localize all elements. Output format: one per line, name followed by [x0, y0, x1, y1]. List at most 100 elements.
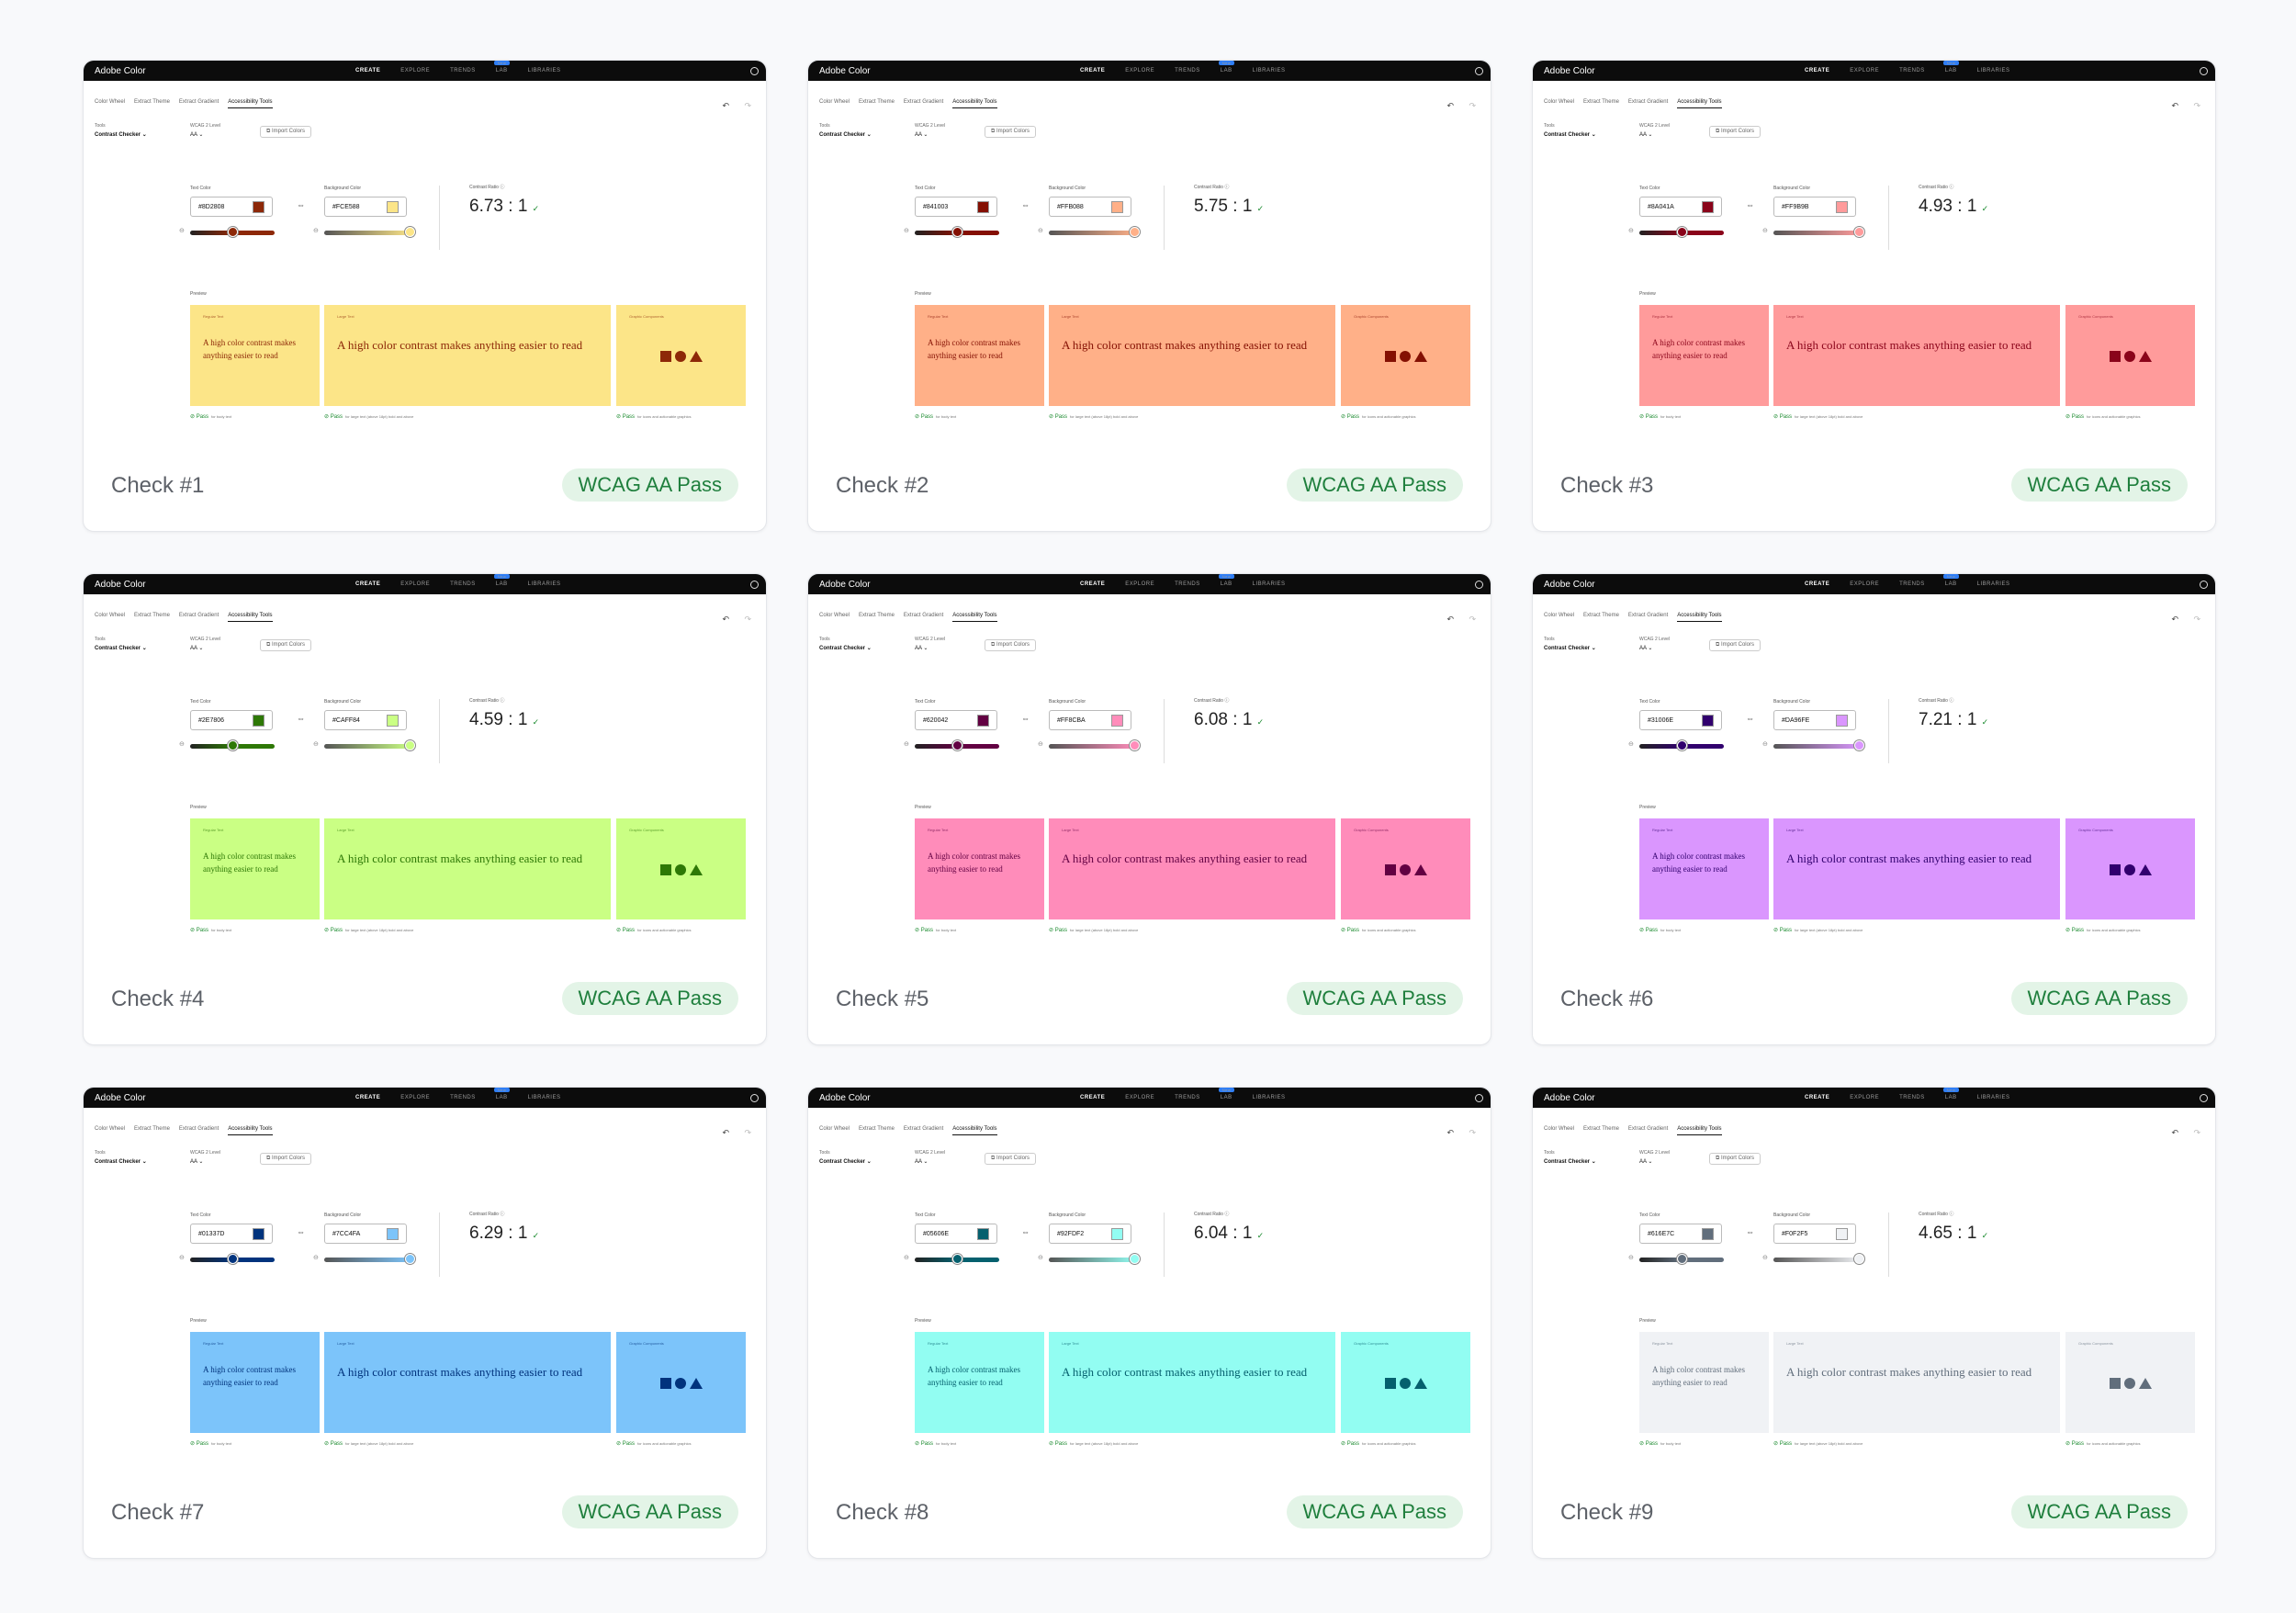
- import-colors-button[interactable]: ⧉ Import Colors: [260, 639, 311, 651]
- wcag-level-dropdown[interactable]: AA ⌄: [915, 645, 928, 651]
- text-slider-minus-icon[interactable]: ⊖: [904, 1255, 909, 1261]
- nav-trends[interactable]: TRENDS: [1175, 1095, 1200, 1100]
- nav-explore[interactable]: EXPLORE: [1125, 68, 1155, 73]
- nav-create[interactable]: CREATE: [1805, 68, 1830, 73]
- background-color-swatch[interactable]: [1111, 1228, 1123, 1240]
- nav-libraries[interactable]: LIBRARIES: [1976, 68, 2010, 73]
- nav-lab[interactable]: New LAB: [1218, 574, 1235, 587]
- text-slider-minus-icon[interactable]: ⊖: [1628, 1255, 1634, 1261]
- info-icon[interactable]: ⓘ: [1224, 1212, 1230, 1217]
- nav-lab[interactable]: New LAB: [493, 1088, 511, 1100]
- undo-icon[interactable]: ↶: [2171, 101, 2178, 110]
- nav-libraries[interactable]: LIBRARIES: [527, 68, 561, 73]
- check-card[interactable]: Adobe Color CREATE EXPLORE TRENDS New LAB…: [807, 60, 1491, 532]
- tab-extract-gradient[interactable]: Extract Gradient: [1627, 99, 1669, 105]
- nav-trends[interactable]: TRENDS: [1899, 68, 1925, 73]
- background-color-slider[interactable]: [324, 227, 415, 237]
- tools-dropdown[interactable]: Contrast Checker ⌄: [95, 131, 147, 138]
- brand-logo[interactable]: Adobe Color: [819, 66, 871, 76]
- redo-icon[interactable]: ↷: [2193, 615, 2200, 624]
- bg-slider-minus-icon[interactable]: ⊖: [313, 741, 319, 748]
- undo-icon[interactable]: ↶: [722, 101, 729, 110]
- bg-slider-minus-icon[interactable]: ⊖: [313, 228, 319, 234]
- tools-dropdown[interactable]: Contrast Checker ⌄: [1544, 131, 1596, 138]
- check-card[interactable]: Adobe Color CREATE EXPLORE TRENDS New LAB…: [83, 573, 767, 1045]
- nav-libraries[interactable]: LIBRARIES: [1252, 1095, 1286, 1100]
- bg-slider-handle[interactable]: [1130, 227, 1140, 237]
- tab-accessibility-tools[interactable]: Accessibility Tools: [228, 99, 273, 108]
- background-color-slider[interactable]: [1049, 740, 1140, 750]
- wcag-level-dropdown[interactable]: AA ⌄: [190, 131, 203, 138]
- background-color-swatch[interactable]: [1836, 1228, 1848, 1240]
- tools-dropdown[interactable]: Contrast Checker ⌄: [95, 645, 147, 651]
- tab-color-wheel[interactable]: Color Wheel: [819, 613, 850, 618]
- background-color-swatch[interactable]: [387, 1228, 399, 1240]
- text-color-slider[interactable]: [915, 1254, 999, 1264]
- tab-color-wheel[interactable]: Color Wheel: [819, 1126, 850, 1132]
- tools-dropdown[interactable]: Contrast Checker ⌄: [95, 1158, 147, 1165]
- text-slider-minus-icon[interactable]: ⊖: [179, 741, 185, 748]
- nav-libraries[interactable]: LIBRARIES: [1976, 581, 2010, 587]
- text-color-slider[interactable]: [1639, 227, 1724, 237]
- background-color-swatch[interactable]: [387, 201, 399, 213]
- background-color-swatch[interactable]: [1111, 715, 1123, 727]
- background-color-slider[interactable]: [324, 740, 415, 750]
- user-icon[interactable]: [1475, 581, 1483, 589]
- bg-slider-minus-icon[interactable]: ⊖: [1038, 228, 1043, 234]
- nav-create[interactable]: CREATE: [355, 1095, 381, 1100]
- tab-extract-gradient[interactable]: Extract Gradient: [903, 613, 944, 618]
- brand-logo[interactable]: Adobe Color: [819, 1093, 871, 1103]
- tab-extract-theme[interactable]: Extract Theme: [859, 1126, 895, 1132]
- tab-extract-gradient[interactable]: Extract Gradient: [1627, 613, 1669, 618]
- swap-colors-icon[interactable]: ⇔: [297, 1227, 305, 1236]
- bg-slider-minus-icon[interactable]: ⊖: [1762, 741, 1768, 748]
- tab-extract-gradient[interactable]: Extract Gradient: [903, 99, 944, 105]
- import-colors-button[interactable]: ⧉ Import Colors: [985, 126, 1036, 138]
- bg-slider-handle[interactable]: [1854, 227, 1864, 237]
- background-color-swatch[interactable]: [387, 715, 399, 727]
- nav-create[interactable]: CREATE: [1080, 68, 1106, 73]
- wcag-level-dropdown[interactable]: AA ⌄: [915, 1158, 928, 1165]
- user-icon[interactable]: [750, 581, 759, 589]
- undo-icon[interactable]: ↶: [1446, 1128, 1454, 1137]
- tab-extract-theme[interactable]: Extract Theme: [1583, 99, 1619, 105]
- user-icon[interactable]: [2200, 67, 2208, 75]
- user-icon[interactable]: [750, 1094, 759, 1102]
- bg-slider-handle[interactable]: [1854, 1254, 1864, 1264]
- text-color-input[interactable]: #05606E: [915, 1224, 997, 1244]
- redo-icon[interactable]: ↷: [2193, 1128, 2200, 1137]
- check-card[interactable]: Adobe Color CREATE EXPLORE TRENDS New LAB…: [1532, 60, 2216, 532]
- brand-logo[interactable]: Adobe Color: [1544, 1093, 1595, 1103]
- bg-slider-minus-icon[interactable]: ⊖: [1762, 228, 1768, 234]
- text-color-slider[interactable]: [1639, 1254, 1724, 1264]
- text-color-input[interactable]: #31006E: [1639, 710, 1722, 730]
- redo-icon[interactable]: ↷: [744, 101, 751, 110]
- bg-slider-handle[interactable]: [1130, 1254, 1140, 1264]
- text-color-input[interactable]: #841003: [915, 197, 997, 217]
- text-slider-handle[interactable]: [228, 1254, 238, 1264]
- swap-colors-icon[interactable]: ⇔: [297, 714, 305, 723]
- tab-extract-gradient[interactable]: Extract Gradient: [178, 1126, 219, 1132]
- bg-slider-minus-icon[interactable]: ⊖: [1038, 741, 1043, 748]
- text-color-input[interactable]: #8D2808: [190, 197, 273, 217]
- undo-icon[interactable]: ↶: [2171, 1128, 2178, 1137]
- nav-libraries[interactable]: LIBRARIES: [1252, 68, 1286, 73]
- redo-icon[interactable]: ↷: [744, 1128, 751, 1137]
- tab-accessibility-tools[interactable]: Accessibility Tools: [952, 99, 997, 108]
- tab-extract-gradient[interactable]: Extract Gradient: [1627, 1126, 1669, 1132]
- info-icon[interactable]: ⓘ: [1949, 698, 1954, 704]
- bg-slider-handle[interactable]: [1854, 740, 1864, 750]
- text-slider-handle[interactable]: [1677, 1254, 1687, 1264]
- bg-slider-handle[interactable]: [405, 740, 415, 750]
- tab-extract-theme[interactable]: Extract Theme: [859, 613, 895, 618]
- nav-lab[interactable]: New LAB: [1942, 1088, 1960, 1100]
- import-colors-button[interactable]: ⧉ Import Colors: [260, 126, 311, 138]
- text-slider-handle[interactable]: [952, 740, 962, 750]
- swap-colors-icon[interactable]: ⇔: [1746, 714, 1754, 723]
- tab-extract-theme[interactable]: Extract Theme: [1583, 613, 1619, 618]
- tab-extract-theme[interactable]: Extract Theme: [859, 99, 895, 105]
- text-color-swatch[interactable]: [1702, 1228, 1714, 1240]
- bg-slider-handle[interactable]: [405, 227, 415, 237]
- user-icon[interactable]: [1475, 1094, 1483, 1102]
- check-card[interactable]: Adobe Color CREATE EXPLORE TRENDS New LAB…: [807, 1087, 1491, 1559]
